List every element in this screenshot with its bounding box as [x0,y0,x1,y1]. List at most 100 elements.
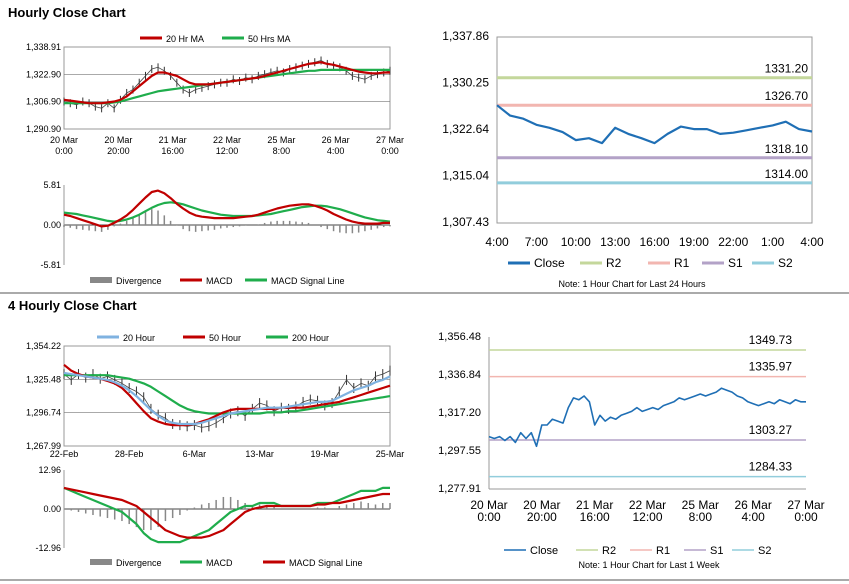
y-tick-label: 1,315.04 [442,169,489,183]
x-tick-label: 25 Mar [682,498,719,512]
level-label-r2: 1331.20 [765,62,809,76]
y-tick-label: 1,296.74 [26,408,61,418]
x-tick-label: 20 Mar [104,135,132,145]
series-close-line [63,370,391,428]
y-tick-label: 1,322.64 [442,122,489,136]
legend-label-close: Close [530,545,558,557]
y-tick-label: 1,306.90 [26,97,61,107]
y-tick-label: 0.00 [43,220,61,230]
legend-label-divergence: Divergence [116,558,162,568]
x-tick-label: 13-Mar [245,449,274,459]
section-title-4-hourly: 4 Hourly Close Chart [8,298,137,313]
legend-label-s1: S1 [728,256,743,270]
x-tick-label: 1:00 [761,235,785,249]
y-tick-label: 1,290.90 [26,124,61,134]
chart-note: Note: 1 Hour Chart for Last 1 Week [579,560,720,570]
series-50-hour-line [63,363,391,427]
x-tick-label: 12:00 [632,510,662,524]
x-tick-label: 25-Mar [376,449,405,459]
chart-note: Note: 1 Hour Chart for Last 24 Hours [558,279,706,289]
x-tick-label: 20 Mar [470,498,507,512]
legend-label-r1: R1 [674,256,690,270]
y-tick-label: 12.96 [38,465,61,475]
x-tick-label: 20 Mar [523,498,560,512]
x-tick-label: 4:00 [800,235,824,249]
legend-label-20-hour: 20 Hour [123,333,155,343]
y-tick-label: 1,356.48 [438,331,481,343]
x-tick-label: 22 Mar [629,498,666,512]
x-tick-label: 16:00 [580,510,610,524]
series-20-hour-line [63,371,391,426]
x-tick-label: 7:00 [525,235,549,249]
x-tick-label: 4:00 [741,510,765,524]
x-tick-label: 22:00 [718,235,748,249]
legend-label-macd-signal-line: MACD Signal Line [289,558,363,568]
x-tick-label: 8:00 [273,146,291,156]
level-label-r2: 1349.73 [749,333,793,347]
x-tick-label: 0:00 [381,146,399,156]
x-tick-label: 16:00 [161,146,184,156]
x-tick-label: 20:00 [527,510,557,524]
x-tick-label: 20:00 [107,146,130,156]
plot-area-hourly-levels [496,36,813,224]
legend-label-s2: S2 [778,256,793,270]
legend-label-50-hour: 50 Hour [209,333,241,343]
y-tick-label: 1,317.20 [438,407,481,419]
plot-area-hourly-price [63,46,391,130]
y-tick-label: 1,325.48 [26,374,61,384]
plot-area-4hourly-price [63,345,391,447]
x-tick-label: 27 Mar [787,498,824,512]
x-tick-label: 22-Feb [50,449,79,459]
legend-swatch-divergence [90,559,112,565]
series-macd-line [63,189,390,228]
y-tick-label: 1,338.91 [26,42,61,52]
legend-label-s1: S1 [710,545,723,557]
legend-label-divergence: Divergence [116,276,162,286]
x-tick-label: 28-Feb [115,449,144,459]
y-tick-label: 1,337.86 [442,29,489,43]
section-title-hourly: Hourly Close Chart [8,5,126,20]
x-tick-label: 21 Mar [159,135,187,145]
series-macd-signal-line [63,486,390,539]
y-tick-label: 1,336.84 [438,369,481,381]
x-tick-label: 21 Mar [576,498,613,512]
legend-label-r1: R1 [656,545,670,557]
y-tick-label: 1,267.99 [26,441,61,451]
x-tick-label: 8:00 [689,510,713,524]
x-tick-label: 20 Mar [50,135,78,145]
legend-label-r2: R2 [606,256,622,270]
legend-label-s2: S2 [758,545,771,557]
level-label-r1: 1335.97 [749,360,793,374]
x-tick-label: 4:00 [327,146,345,156]
x-tick-label: 27 Mar [376,135,404,145]
x-tick-label: 0:00 [477,510,501,524]
x-tick-label: 26 Mar [734,498,771,512]
y-tick-label: 1,322.90 [26,69,61,79]
x-tick-label: 0:00 [794,510,818,524]
x-tick-label: 0:00 [55,146,73,156]
legend-label-macd: MACD [206,558,233,568]
x-tick-label: 4:00 [485,235,509,249]
series-close-line [488,387,806,448]
level-label-r1: 1326.70 [765,89,809,103]
x-tick-label: 6-Mar [183,449,207,459]
y-tick-label: 1,330.25 [442,76,489,90]
x-tick-label: 12:00 [216,146,239,156]
x-tick-label: 13:00 [600,235,630,249]
legend-label-macd-signal-line: MACD Signal Line [271,276,345,286]
legend-label-200-hour: 200 Hour [292,333,329,343]
x-tick-label: 19:00 [679,235,709,249]
x-tick-label: 25 Mar [267,135,295,145]
x-tick-label: 19-Mar [311,449,340,459]
legend-label-20-hr-ma: 20 Hr MA [166,34,204,44]
y-tick-label: -12.96 [35,543,61,553]
level-label-s2: 1284.33 [749,460,793,474]
legend-swatch-divergence [90,277,112,283]
level-label-s1: 1318.10 [765,142,809,156]
level-label-s1: 1303.27 [749,423,793,437]
legend-label-50-hrs-ma: 50 Hrs MA [248,34,291,44]
series-close-line [496,104,813,145]
x-tick-label: 26 Mar [322,135,350,145]
x-tick-label: 10:00 [561,235,591,249]
